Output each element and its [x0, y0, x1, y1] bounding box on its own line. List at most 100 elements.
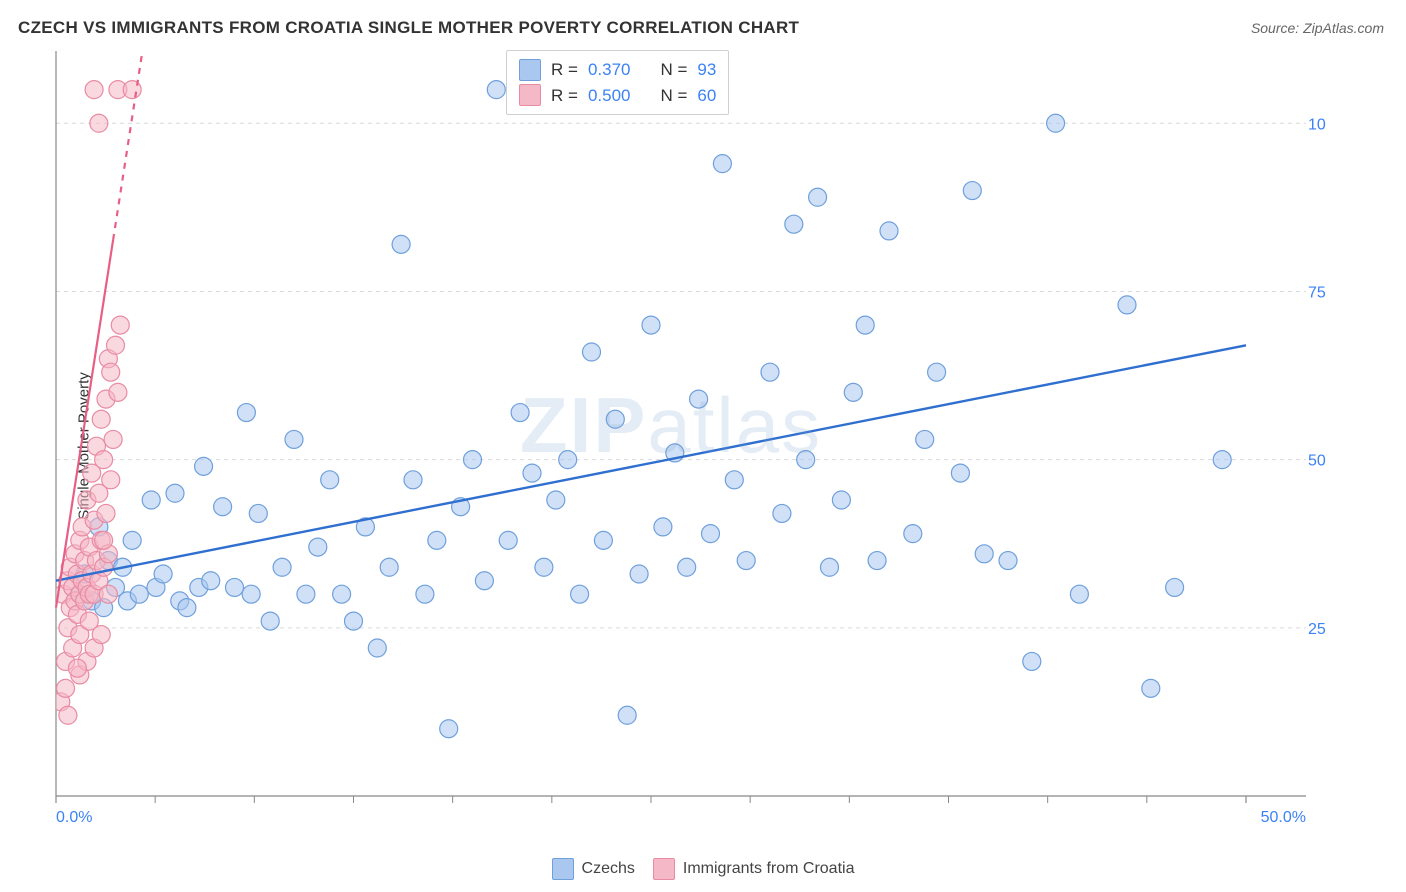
data-point [57, 679, 75, 697]
data-point [333, 585, 351, 603]
data-point [99, 585, 117, 603]
trend-line-czechs [56, 345, 1246, 580]
data-point [107, 336, 125, 354]
data-point [309, 538, 327, 556]
data-point [523, 464, 541, 482]
data-point [963, 182, 981, 200]
series-czechs [71, 81, 1231, 738]
data-point [464, 451, 482, 469]
data-point [487, 81, 505, 99]
x-tick-label: 50.0% [1261, 809, 1306, 826]
n-label: N = [660, 57, 687, 83]
data-point [832, 491, 850, 509]
legend-swatch [653, 858, 675, 880]
data-point [713, 155, 731, 173]
data-point [226, 578, 244, 596]
data-point [102, 363, 120, 381]
data-point [761, 363, 779, 381]
data-point [123, 531, 141, 549]
data-point [916, 430, 934, 448]
data-point [95, 451, 113, 469]
data-point [345, 612, 363, 630]
legend-swatch [552, 858, 574, 880]
data-point [1070, 585, 1088, 603]
stats-row-czechs: R =0.370N =93 [519, 57, 716, 83]
data-point [97, 504, 115, 522]
data-point [428, 531, 446, 549]
data-point [690, 390, 708, 408]
data-point [928, 363, 946, 381]
data-point [142, 491, 160, 509]
r-value: 0.500 [588, 83, 631, 109]
data-point [535, 558, 553, 576]
data-point [868, 552, 886, 570]
data-point [475, 572, 493, 590]
x-tick-label: 0.0% [56, 809, 92, 826]
data-point [404, 471, 422, 489]
data-point [154, 565, 172, 583]
data-point [440, 720, 458, 738]
data-point [773, 504, 791, 522]
data-point [104, 430, 122, 448]
data-point [1213, 451, 1231, 469]
data-point [797, 451, 815, 469]
data-point [880, 222, 898, 240]
data-point [821, 558, 839, 576]
data-point [1166, 578, 1184, 596]
y-tick-label: 25.0% [1308, 621, 1326, 638]
data-point [178, 599, 196, 617]
data-point [1142, 679, 1160, 697]
data-point [559, 451, 577, 469]
data-point [1047, 114, 1065, 132]
chart-title: CZECH VS IMMIGRANTS FROM CROATIA SINGLE … [18, 18, 799, 38]
correlation-stats-box: R =0.370N =93R =0.500N =60 [506, 50, 729, 115]
data-point [297, 585, 315, 603]
data-point [68, 659, 86, 677]
r-label: R = [551, 57, 578, 83]
data-point [844, 383, 862, 401]
data-point [583, 343, 601, 361]
data-point [242, 585, 260, 603]
data-point [261, 612, 279, 630]
data-point [111, 316, 129, 334]
data-point [285, 430, 303, 448]
data-point [654, 518, 672, 536]
data-point [102, 471, 120, 489]
data-point [92, 410, 110, 428]
data-point [904, 525, 922, 543]
data-point [737, 552, 755, 570]
data-point [678, 558, 696, 576]
data-point [511, 404, 529, 422]
r-label: R = [551, 83, 578, 109]
n-label: N = [660, 83, 687, 109]
data-point [80, 612, 98, 630]
data-point [321, 471, 339, 489]
data-point [237, 404, 255, 422]
data-point [130, 585, 148, 603]
data-point [416, 585, 434, 603]
data-point [380, 558, 398, 576]
data-point [785, 215, 803, 233]
data-point [951, 464, 969, 482]
source-label: Source: ZipAtlas.com [1251, 20, 1384, 36]
data-point [368, 639, 386, 657]
data-point [856, 316, 874, 334]
legend-label: Immigrants from Croatia [683, 860, 855, 878]
legend-item-czechs: Czechs [552, 858, 635, 880]
data-point [594, 531, 612, 549]
y-tick-label: 50.0% [1308, 453, 1326, 470]
data-point [1023, 652, 1041, 670]
data-point [999, 552, 1017, 570]
data-point [195, 457, 213, 475]
data-point [166, 484, 184, 502]
data-point [392, 235, 410, 253]
data-point [249, 504, 267, 522]
legend-swatch [519, 84, 541, 106]
data-point [499, 531, 517, 549]
data-point [273, 558, 291, 576]
data-point [642, 316, 660, 334]
data-point [702, 525, 720, 543]
data-point [214, 498, 232, 516]
r-value: 0.370 [588, 57, 631, 83]
data-point [606, 410, 624, 428]
